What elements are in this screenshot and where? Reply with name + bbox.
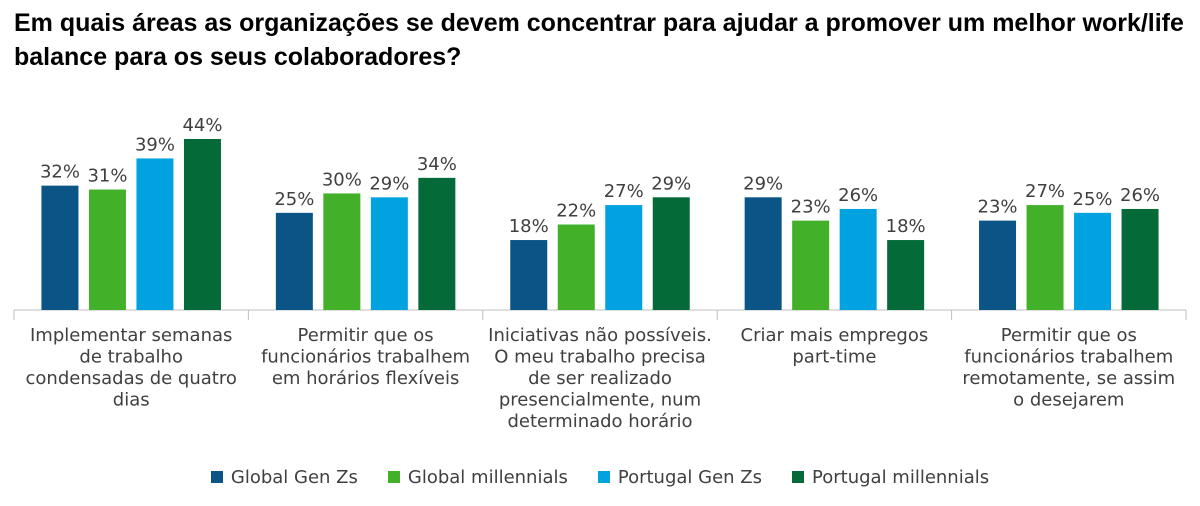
bar-value-label: 39% xyxy=(135,134,175,155)
legend-swatch xyxy=(210,471,223,483)
bar-value-label: 29% xyxy=(743,173,783,194)
legend-item-global-millennials: Global millennials xyxy=(387,466,568,488)
bar xyxy=(1074,212,1112,310)
category-label-line: Iniciativas não possíveis. xyxy=(488,325,712,346)
chart-legend: Global Gen Zs Global millennials Portuga… xyxy=(0,464,1200,490)
category-label: Permitir que os funcionários trabalhem rem… xyxy=(962,325,1175,411)
category-label-line: Permitir que os xyxy=(298,325,434,346)
category-label: Permitir que os funcionários trabalhem em … xyxy=(261,325,470,389)
bar-value-label: 25% xyxy=(274,189,314,210)
category-label-line: remotamente, se assim xyxy=(962,368,1175,389)
category-label-line: determinado horário xyxy=(507,411,692,432)
bar-value-label: 30% xyxy=(322,169,362,190)
category-label-line: Permitir que os xyxy=(1001,325,1137,346)
category-label-line: Implementar semanas xyxy=(30,325,232,346)
category-label: Criar mais empregos part-time xyxy=(741,325,929,368)
category-label-line: funcionários trabalhem xyxy=(964,347,1173,368)
bar xyxy=(979,220,1017,310)
legend-item-global-gen-zs: Global Gen Zs xyxy=(210,466,358,488)
bar-value-label: 18% xyxy=(509,216,549,237)
legend-label: Portugal Gen Zs xyxy=(617,466,763,488)
bar-value-label: 23% xyxy=(978,197,1018,218)
category-label-line: Criar mais empregos xyxy=(741,325,929,346)
bar xyxy=(792,220,830,310)
category-label-line: O meu trabalho precisa xyxy=(494,347,706,368)
bar-value-label: 29% xyxy=(651,173,691,194)
legend-label: Global millennials xyxy=(407,466,568,488)
category-label-line: em horários flexíveis xyxy=(272,368,460,389)
bar-value-label: 27% xyxy=(604,181,644,202)
bar xyxy=(887,240,925,310)
category-label-line: o desejarem xyxy=(1013,390,1124,411)
legend-swatch xyxy=(597,471,610,483)
category-label-line: funcionários trabalhem xyxy=(261,347,470,368)
bar-value-label: 25% xyxy=(1073,189,1113,210)
bar-value-label: 34% xyxy=(417,154,457,175)
bar-value-label: 29% xyxy=(369,173,409,194)
bar-value-label: 27% xyxy=(1025,181,1065,202)
bar xyxy=(839,208,877,310)
legend-swatch xyxy=(792,471,805,483)
legend-item-portugal-gen-zs: Portugal Gen Zs xyxy=(597,466,763,488)
category-label-line: dias xyxy=(113,390,150,411)
bar-chart: 32% 31% 39% 44% Implementar semanas de trabal… xyxy=(13,115,1187,432)
bar-value-label: 44% xyxy=(182,115,222,136)
bar xyxy=(1026,205,1064,310)
legend-item-portugal-millennials: Portugal millennials xyxy=(792,467,989,488)
bar xyxy=(418,177,456,310)
bar xyxy=(41,185,79,310)
bar-value-label: 23% xyxy=(791,197,831,218)
bar xyxy=(370,197,408,310)
bar xyxy=(1121,208,1159,310)
chart-title: Em quais áreas as organizações se devem … xyxy=(14,9,1184,71)
bar xyxy=(183,139,221,310)
bar xyxy=(88,189,126,310)
category-label: Iniciativas não possíveis. O meu trabalho… xyxy=(488,325,712,432)
category-label-line: de ser realizado xyxy=(528,368,672,389)
bar xyxy=(605,205,643,310)
bar-value-label: 32% xyxy=(40,162,80,183)
bar xyxy=(136,158,174,310)
category-label: Implementar semanas de trabalho condensada… xyxy=(26,325,237,411)
bar xyxy=(744,197,782,310)
bar-value-label: 26% xyxy=(1120,185,1160,206)
bar-value-label: 31% xyxy=(87,166,127,187)
category-label-line: part-time xyxy=(792,347,876,368)
legend-label: Global Gen Zs xyxy=(230,466,358,488)
bar-value-label: 22% xyxy=(556,201,596,222)
bar xyxy=(652,197,690,310)
bar xyxy=(510,240,548,310)
category-label-line: condensadas de quatro xyxy=(26,368,237,389)
bar-value-label: 18% xyxy=(886,216,926,237)
bar xyxy=(323,193,361,310)
category-label-line: presencialmente, num xyxy=(499,390,701,411)
legend-label: Portugal millennials xyxy=(812,466,990,488)
bar-value-label: 26% xyxy=(838,185,878,206)
legend-swatch xyxy=(387,471,400,483)
bar xyxy=(557,224,595,310)
bar xyxy=(275,212,313,310)
category-label-line: de trabalho xyxy=(79,347,183,368)
